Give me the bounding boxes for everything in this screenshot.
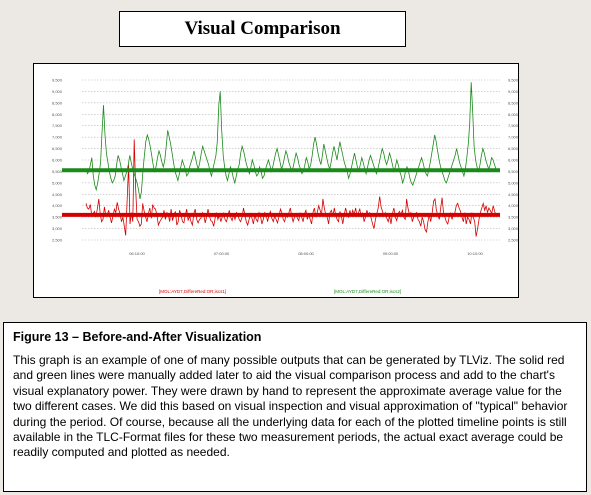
y-tick-label-left: 7,000 — [52, 135, 63, 140]
y-tick-label-right: 5,500 — [508, 169, 519, 174]
y-tick-label-right: 7,500 — [508, 123, 519, 128]
y-tick-label-left: 2,500 — [52, 238, 63, 243]
figure-caption-box: Figure 13 – Before-and-After Visualizati… — [3, 322, 587, 492]
y-tick-label-left: 3,500 — [52, 215, 63, 220]
y-tick-label-left: 5,500 — [52, 169, 63, 174]
y-tick-label-right: 7,000 — [508, 135, 519, 140]
y-tick-label-left: 6,500 — [52, 146, 63, 151]
y-tick-label-left: 8,500 — [52, 100, 63, 105]
y-tick-label-right: 2,500 — [508, 238, 519, 243]
x-tick-label: 10:10:00 — [467, 251, 483, 256]
legend-entry-2: [MOL:AYD7,DiffereRed:OR;iscs2] — [334, 289, 401, 294]
y-tick-label-right: 3,500 — [508, 215, 519, 220]
y-tick-label-left: 3,000 — [52, 226, 63, 231]
y-tick-label-left: 8,000 — [52, 112, 63, 117]
chart-title-box: Visual Comparison — [119, 11, 406, 47]
line-chart: 9,500 9,500 9,000 9,000 8,500 8,500 8,000 8,000… — [52, 78, 519, 295]
y-tick-label-left: 9,500 — [52, 78, 63, 83]
y-tick-label-left: 5,000 — [52, 180, 63, 185]
x-tick-label: 06:10:00 — [129, 251, 145, 256]
x-tick-label: 07:00:00 — [214, 251, 230, 256]
y-tick-label-left: 6,000 — [52, 158, 63, 163]
y-tick-label-right: 6,500 — [508, 146, 519, 151]
y-tick-label-right: 8,500 — [508, 100, 519, 105]
y-tick-label-left: 4,500 — [52, 192, 63, 197]
y-tick-label-right: 9,000 — [508, 89, 519, 94]
y-tick-label-left: 7,500 — [52, 123, 63, 128]
y-tick-label-right: 4,000 — [508, 203, 519, 208]
x-tick-label: 09:00:00 — [383, 251, 399, 256]
legend-entry-1: [MOL:AYD7,DiffereRed:OR;iscs1] — [159, 289, 226, 294]
y-tick-label-right: 9,500 — [508, 78, 519, 83]
y-tick-label-right: 5,000 — [508, 180, 519, 185]
x-tick-label: 08:00:00 — [298, 251, 314, 256]
series-line-1 — [85, 139, 497, 237]
chart-title: Visual Comparison — [184, 18, 341, 39]
y-tick-label-right: 8,000 — [508, 112, 519, 117]
y-tick-label-right: 4,500 — [508, 192, 519, 197]
series-line-2 — [85, 82, 497, 199]
y-tick-label-left: 4,000 — [52, 203, 63, 208]
y-tick-label-right: 3,000 — [508, 226, 519, 231]
figure-caption-title: Figure 13 – Before-and-After Visualizati… — [13, 330, 262, 344]
figure-caption-text: This graph is an example of one of many … — [13, 353, 568, 460]
y-tick-label-right: 6,000 — [508, 158, 519, 163]
y-tick-label-left: 9,000 — [52, 89, 63, 94]
chart-panel: 9,500 9,500 9,000 9,000 8,500 8,500 8,000 8,000… — [33, 63, 519, 298]
